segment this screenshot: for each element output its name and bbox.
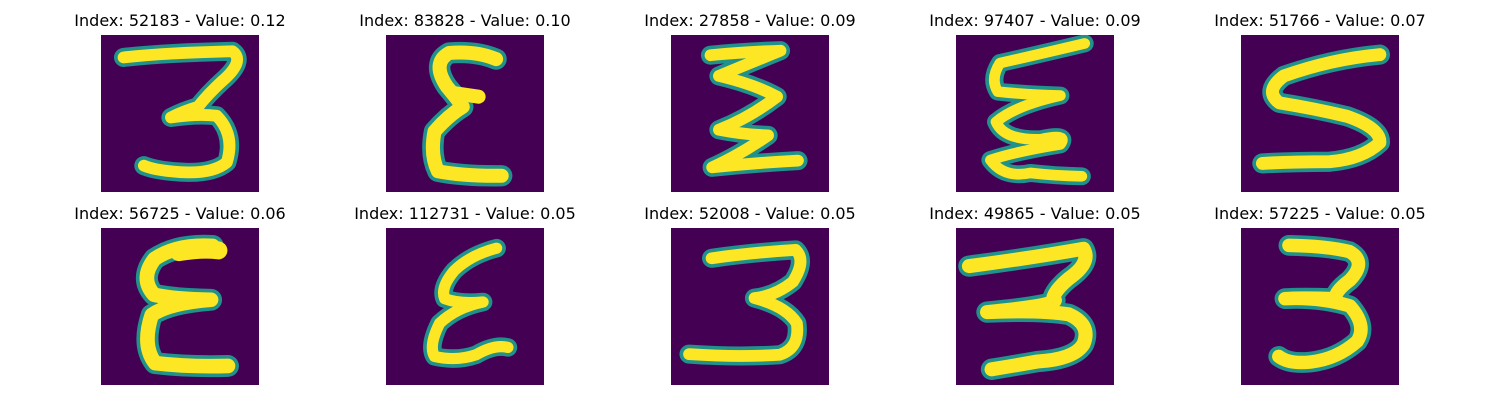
digit-image bbox=[956, 35, 1114, 192]
panel-10: Index: 57225 - Value: 0.05 bbox=[1200, 205, 1440, 395]
panel-4: Index: 97407 - Value: 0.09 bbox=[915, 12, 1155, 202]
digit-image bbox=[1241, 35, 1399, 192]
panel-title: Index: 112731 - Value: 0.05 bbox=[354, 204, 576, 223]
digit-image bbox=[101, 35, 259, 192]
panel-title: Index: 52183 - Value: 0.12 bbox=[74, 11, 286, 30]
panel-3: Index: 27858 - Value: 0.09 bbox=[630, 12, 870, 202]
panel-title: Index: 97407 - Value: 0.09 bbox=[929, 11, 1141, 30]
panel-title: Index: 56725 - Value: 0.06 bbox=[74, 204, 286, 223]
panel-7: Index: 112731 - Value: 0.05 bbox=[345, 205, 585, 395]
panel-5: Index: 51766 - Value: 0.07 bbox=[1200, 12, 1440, 202]
panel-title: Index: 83828 - Value: 0.10 bbox=[359, 11, 571, 30]
panel-title: Index: 57225 - Value: 0.05 bbox=[1214, 204, 1426, 223]
digit-image bbox=[1241, 228, 1399, 385]
panel-1: Index: 52183 - Value: 0.12 bbox=[60, 12, 300, 202]
panel-6: Index: 56725 - Value: 0.06 bbox=[60, 205, 300, 395]
panel-title: Index: 51766 - Value: 0.07 bbox=[1214, 11, 1426, 30]
panel-2: Index: 83828 - Value: 0.10 bbox=[345, 12, 585, 202]
digit-image bbox=[671, 35, 829, 192]
digit-image bbox=[956, 228, 1114, 385]
panel-title: Index: 27858 - Value: 0.09 bbox=[644, 11, 856, 30]
digit-image bbox=[101, 228, 259, 385]
panel-title: Index: 52008 - Value: 0.05 bbox=[644, 204, 856, 223]
digit-image bbox=[386, 228, 544, 385]
panel-8: Index: 52008 - Value: 0.05 bbox=[630, 205, 870, 395]
digit-image bbox=[671, 228, 829, 385]
digit-image bbox=[386, 35, 544, 192]
panel-9: Index: 49865 - Value: 0.05 bbox=[915, 205, 1155, 395]
panel-title: Index: 49865 - Value: 0.05 bbox=[929, 204, 1141, 223]
